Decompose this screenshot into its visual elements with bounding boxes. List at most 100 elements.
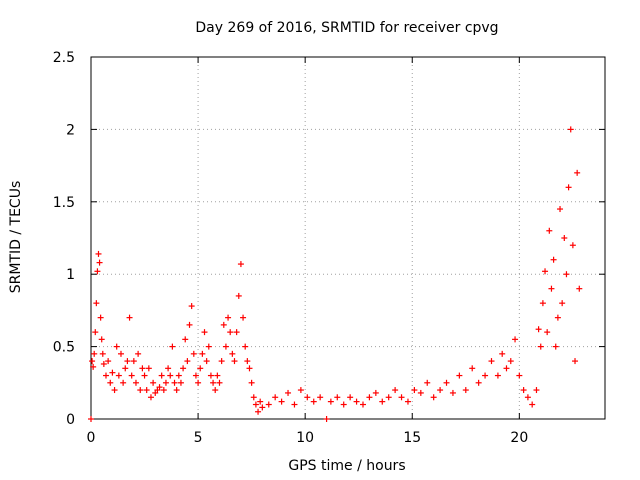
data-point: [398, 394, 405, 401]
data-point: [128, 372, 135, 379]
x-tick-label: 15: [403, 430, 421, 446]
data-point: [192, 372, 199, 379]
data-point: [392, 387, 399, 394]
data-point: [120, 379, 127, 386]
data-point: [449, 389, 456, 396]
data-point: [89, 358, 96, 365]
data-point: [190, 350, 197, 357]
data-point: [175, 372, 182, 379]
y-tick-label: 2: [66, 122, 75, 138]
data-point: [310, 398, 317, 405]
y-tick-label: 0.5: [53, 340, 75, 356]
data-point: [255, 408, 262, 415]
data-point: [323, 416, 330, 422]
data-point: [222, 343, 229, 350]
data-point: [229, 350, 236, 357]
data-point: [252, 401, 259, 408]
data-point: [195, 379, 202, 386]
data-point: [137, 387, 144, 394]
data-point: [572, 358, 579, 365]
data-point: [205, 343, 212, 350]
data-point: [516, 372, 523, 379]
x-tick-label: 5: [194, 430, 203, 446]
data-point: [456, 372, 463, 379]
data-point: [141, 372, 148, 379]
data-point: [156, 384, 163, 391]
data-point: [469, 365, 476, 372]
plot-border: [90, 56, 606, 420]
data-point: [126, 314, 133, 321]
data-point: [520, 387, 527, 394]
data-point: [488, 358, 495, 365]
data-point: [212, 387, 219, 394]
data-point: [524, 394, 531, 401]
data-point: [424, 379, 431, 386]
data-point: [291, 401, 298, 408]
data-point: [554, 314, 561, 321]
y-tick-label: 0: [66, 412, 75, 428]
data-point: [203, 358, 210, 365]
data-point: [565, 184, 572, 191]
y-tick-label: 1: [66, 267, 75, 283]
y-axis-label: SRMTID / TECUs: [8, 181, 24, 294]
data-point: [561, 235, 568, 241]
data-point: [563, 271, 570, 278]
data-point: [385, 394, 392, 401]
data-point: [542, 268, 549, 275]
data-point: [150, 379, 157, 386]
data-point: [88, 416, 94, 422]
data-point: [135, 350, 142, 357]
data-point: [340, 401, 347, 408]
data-point: [559, 300, 566, 307]
data-point: [171, 379, 178, 386]
data-point: [244, 358, 251, 365]
data-point: [177, 379, 184, 386]
data-point: [93, 300, 100, 307]
data-point: [503, 365, 510, 372]
data-point: [533, 387, 540, 394]
data-point: [512, 336, 519, 343]
data-point: [162, 379, 169, 386]
data-point: [158, 372, 165, 379]
data-point: [107, 379, 114, 386]
data-point: [475, 379, 482, 386]
data-point: [507, 358, 514, 365]
data-point: [231, 358, 238, 365]
data-point: [297, 387, 304, 394]
data-point: [98, 336, 105, 343]
data-point: [160, 387, 167, 394]
data-point: [443, 379, 450, 386]
data-point: [317, 394, 324, 401]
data-point: [145, 365, 152, 372]
data-point: [569, 242, 576, 249]
data-point: [462, 387, 469, 394]
data-point: [327, 398, 334, 405]
data-point: [184, 358, 191, 365]
data-point: [147, 394, 154, 401]
data-point: [574, 169, 581, 176]
data-point: [529, 401, 536, 408]
data-point: [546, 227, 553, 234]
data-point: [92, 329, 99, 336]
data-point: [544, 329, 551, 336]
data-point: [111, 387, 118, 394]
data-point: [240, 314, 247, 321]
data-point: [143, 387, 150, 394]
chart-title: Day 269 of 2016, SRMTID for receiver cpv…: [195, 20, 498, 36]
data-point: [353, 398, 360, 405]
data-point: [90, 363, 97, 370]
data-point: [188, 303, 195, 310]
data-point: [250, 394, 257, 401]
x-tick-label: 10: [296, 430, 314, 446]
data-point: [220, 321, 227, 328]
data-point: [173, 387, 180, 394]
data-point: [132, 379, 139, 386]
data-point: [304, 394, 311, 401]
data-point: [124, 358, 131, 365]
data-point: [99, 350, 106, 357]
data-point: [100, 360, 107, 367]
data-point: [207, 372, 214, 379]
data-point: [91, 350, 98, 357]
